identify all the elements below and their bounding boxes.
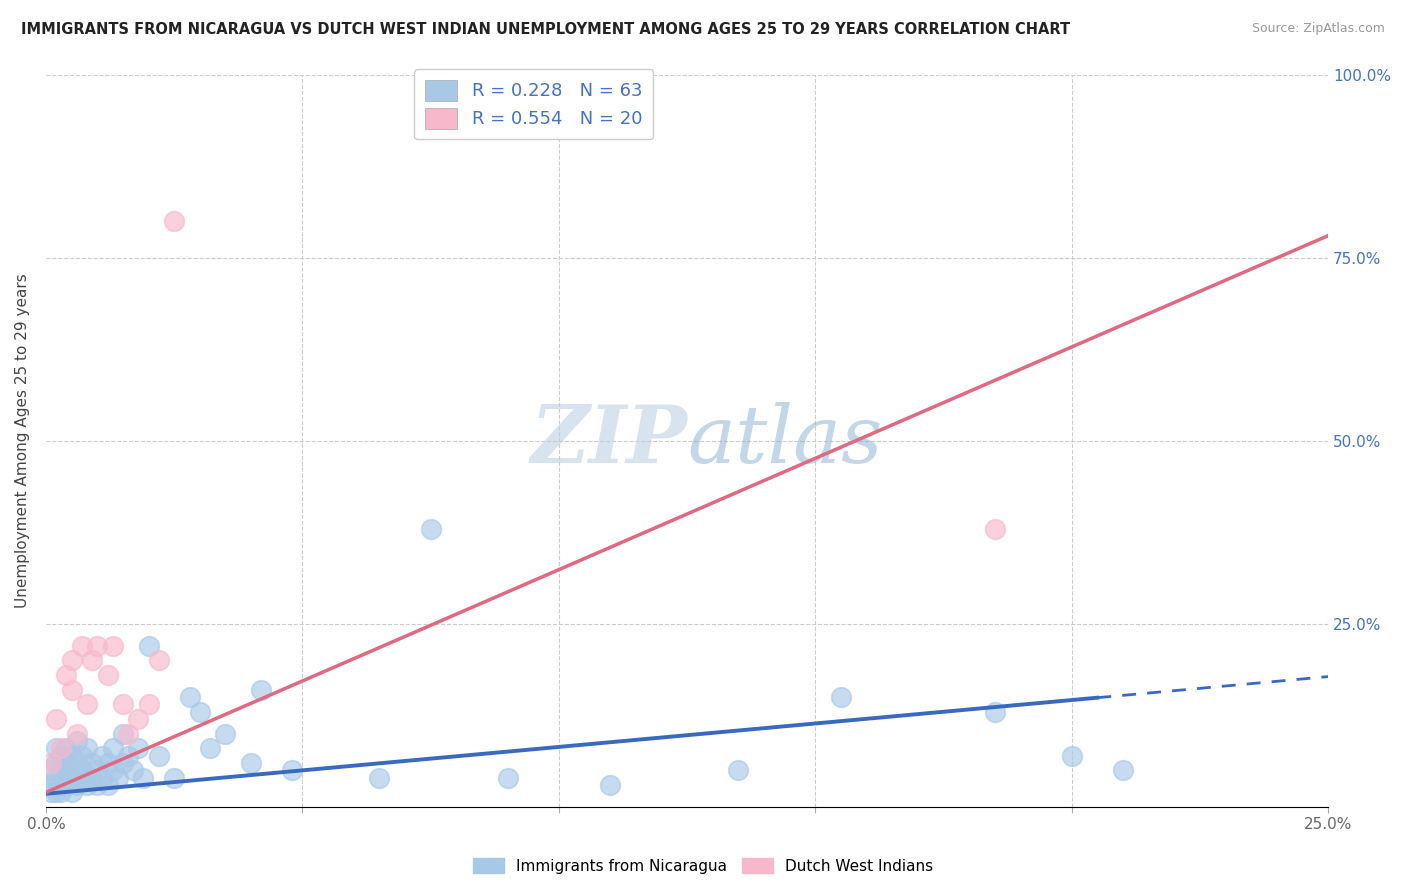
Point [496, 771, 519, 785]
Point [60, 785, 83, 799]
Point [76, 698, 98, 712]
Point [86, 764, 108, 778]
Point [122, 764, 145, 778]
Point [127, 712, 149, 726]
Point [82, 771, 104, 785]
Point [39, 764, 62, 778]
Point [51, 741, 73, 756]
Point [419, 522, 441, 536]
Point [51, 778, 73, 792]
Point [66, 727, 89, 741]
Point [70, 748, 93, 763]
Point [60, 653, 83, 667]
Point [117, 748, 139, 763]
Point [60, 748, 83, 763]
Point [117, 727, 139, 741]
Point [138, 698, 160, 712]
Point [66, 734, 89, 748]
Point [51, 764, 73, 778]
Point [1112, 764, 1135, 778]
Point [132, 771, 155, 785]
Point [101, 639, 124, 653]
Point [111, 727, 134, 741]
Text: atlas: atlas [688, 402, 883, 480]
Point [76, 741, 98, 756]
Point [82, 756, 104, 770]
Point [984, 705, 1007, 719]
Point [66, 778, 89, 792]
Point [55, 771, 77, 785]
Point [60, 682, 83, 697]
Point [101, 741, 124, 756]
Point [70, 771, 93, 785]
Point [55, 668, 77, 682]
Point [179, 690, 201, 705]
Point [55, 778, 77, 792]
Point [66, 756, 89, 770]
Point [107, 771, 129, 785]
Point [39, 785, 62, 799]
Text: IMMIGRANTS FROM NICARAGUA VS DUTCH WEST INDIAN UNEMPLOYMENT AMONG AGES 25 TO 29 : IMMIGRANTS FROM NICARAGUA VS DUTCH WEST … [21, 22, 1070, 37]
Y-axis label: Unemployment Among Ages 25 to 29 years: Unemployment Among Ages 25 to 29 years [15, 273, 30, 608]
Point [39, 778, 62, 792]
Legend: R = 0.228   N = 63, R = 0.554   N = 20: R = 0.228 N = 63, R = 0.554 N = 20 [413, 69, 654, 139]
Point [984, 522, 1007, 536]
Point [599, 778, 621, 792]
Point [82, 653, 104, 667]
Point [111, 698, 134, 712]
Point [148, 653, 170, 667]
Point [127, 741, 149, 756]
Point [45, 756, 67, 770]
Point [727, 764, 749, 778]
Point [91, 771, 114, 785]
Point [55, 741, 77, 756]
Point [111, 756, 134, 770]
Text: ZIP: ZIP [530, 402, 688, 480]
Point [86, 639, 108, 653]
Point [198, 741, 221, 756]
Point [240, 756, 263, 770]
Point [55, 756, 77, 770]
Point [188, 705, 211, 719]
Point [70, 764, 93, 778]
Point [60, 771, 83, 785]
Point [45, 785, 67, 799]
Point [148, 748, 170, 763]
Point [45, 712, 67, 726]
Point [250, 682, 273, 697]
Point [39, 756, 62, 770]
Point [76, 778, 98, 792]
Point [163, 214, 186, 228]
Point [96, 778, 118, 792]
Point [45, 741, 67, 756]
Text: Source: ZipAtlas.com: Source: ZipAtlas.com [1251, 22, 1385, 36]
Point [101, 764, 124, 778]
Point [51, 785, 73, 799]
Point [96, 756, 118, 770]
Point [1060, 748, 1083, 763]
Point [163, 771, 186, 785]
Point [138, 639, 160, 653]
Point [70, 639, 93, 653]
Point [368, 771, 391, 785]
Point [51, 748, 73, 763]
Point [96, 668, 118, 682]
Point [91, 748, 114, 763]
Point [86, 778, 108, 792]
Point [45, 771, 67, 785]
Point [830, 690, 852, 705]
Point [214, 727, 236, 741]
Point [60, 764, 83, 778]
Point [281, 764, 304, 778]
Legend: Immigrants from Nicaragua, Dutch West Indians: Immigrants from Nicaragua, Dutch West In… [467, 852, 939, 880]
